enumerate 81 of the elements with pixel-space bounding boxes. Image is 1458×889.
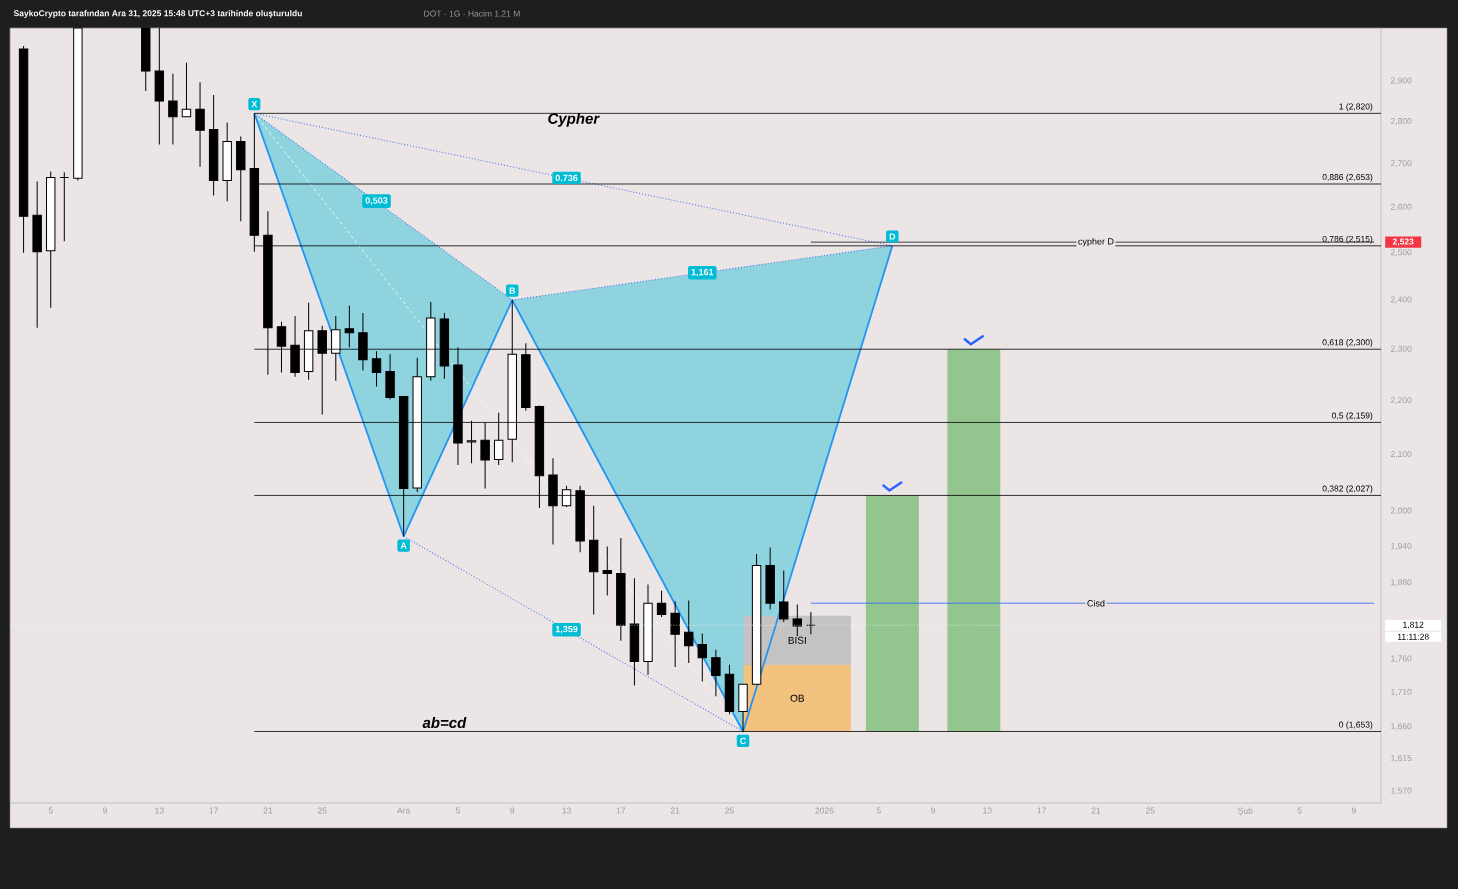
- bar: [947, 349, 1001, 732]
- y-tick-label: 2,000: [1390, 507, 1412, 515]
- y-tick-label: 2,700: [1390, 160, 1412, 168]
- x-tick-label: 25: [725, 807, 734, 814]
- annotation: 0.736: [555, 174, 578, 182]
- y-tick-label: 1,710: [1391, 688, 1412, 696]
- x-tick-label: 21: [670, 807, 680, 814]
- candlestick: [181, 62, 192, 118]
- text: 1,812: [1403, 621, 1424, 629]
- annotation: X: [251, 100, 258, 108]
- annotation: 1,161: [691, 268, 714, 277]
- annotation: C: [740, 737, 747, 745]
- candlestick: [168, 73, 178, 146]
- y-tick-label: 2,900: [1390, 77, 1412, 85]
- x-tick-label: 21: [1091, 807, 1101, 814]
- x-tick-label: 13: [983, 807, 992, 814]
- bar: [743, 664, 851, 732]
- y-tick-label: 2,300: [1390, 345, 1412, 353]
- y-tick-label: 2,200: [1390, 397, 1412, 405]
- x-tick-label: 5: [876, 807, 881, 814]
- candlestick: [602, 545, 612, 597]
- candlestick: [711, 649, 721, 697]
- annotation: B: [509, 287, 516, 294]
- x-tick-label: 9: [510, 807, 515, 814]
- ref-line-label: 0,786 (2,515): [1322, 235, 1373, 244]
- y-tick-label: 1,760: [1391, 655, 1412, 663]
- x-tick-label: Şub: [1238, 807, 1253, 816]
- y-tick-label: 1,570: [1391, 787, 1412, 795]
- y-tick-label: 1,615: [1391, 754, 1412, 762]
- x-tick-label: 9: [1351, 807, 1356, 814]
- ref-line-label: 1 (2,820): [1339, 103, 1373, 112]
- ref-line-label: Cisd: [1087, 599, 1105, 607]
- ref-line-label: cypher D: [1078, 237, 1114, 247]
- text: 2,523: [1392, 238, 1414, 246]
- x-tick-label: 21: [263, 807, 273, 814]
- annotation: D: [889, 233, 896, 240]
- ref-line-label: 0 (1,653): [1339, 721, 1373, 730]
- x-tick-label: 25: [317, 807, 327, 814]
- chart-title: SaykoCrypto tarafından Ara 31, 2025 15:48 UTC+3 tarihinde oluşturuldu: [13, 10, 302, 18]
- x-tick-label: 17: [209, 807, 218, 814]
- x-tick-label: Ara: [397, 807, 411, 814]
- x-tick-label: 9: [103, 807, 107, 814]
- series-label: OB: [790, 694, 805, 702]
- x-tick-label: 13: [155, 807, 164, 814]
- x-tick-label: 9: [931, 807, 936, 814]
- y-tick-label: 1,660: [1391, 723, 1412, 731]
- candlestick: [792, 603, 803, 637]
- candlestick: [670, 600, 680, 668]
- candlestick: [656, 590, 667, 618]
- ref-line-label: 0,886 (2,653): [1322, 173, 1373, 182]
- x-tick-label: 17: [1037, 807, 1046, 814]
- annotation: A: [400, 542, 407, 549]
- y-tick-label: 2,100: [1390, 450, 1412, 458]
- x-tick-label: 25: [1145, 807, 1155, 814]
- text: 11:11:28: [1397, 633, 1429, 640]
- ref-line-label: 0,5 (2,159): [1332, 412, 1373, 421]
- candlestick: [684, 600, 694, 664]
- x-tick-label: 2026: [815, 807, 834, 814]
- candlestick: [697, 633, 707, 683]
- annotation: 0,503: [365, 197, 388, 205]
- x-tick-label: 13: [562, 807, 571, 814]
- annotation: Cypher: [548, 112, 600, 127]
- ref-line-label: 0,618 (2,300): [1322, 339, 1373, 348]
- y-tick-label: 2,600: [1390, 203, 1412, 211]
- bar: [865, 495, 919, 732]
- x-tick-label: 5: [48, 807, 53, 814]
- candlestick: [344, 305, 355, 348]
- y-tick-label: 2,800: [1390, 118, 1412, 126]
- candlestick: [195, 81, 205, 168]
- y-tick-label: 2,500: [1390, 249, 1412, 257]
- annotation: 1,359: [555, 625, 578, 634]
- x-tick-label: 5: [455, 807, 460, 814]
- ref-line-label: 0,382 (2,027): [1322, 485, 1373, 494]
- y-tick-label: 1,880: [1391, 579, 1412, 587]
- y-tick-label: 1,940: [1391, 542, 1412, 550]
- annotation: ab=cd: [422, 717, 467, 729]
- chart-subtitle: DOT · 1G · Hacim 1,21 M: [424, 10, 520, 18]
- y-tick-label: 2,400: [1390, 296, 1412, 304]
- candlestick: [779, 569, 789, 623]
- series-label: BISI: [788, 636, 806, 644]
- x-tick-label: 17: [616, 807, 626, 814]
